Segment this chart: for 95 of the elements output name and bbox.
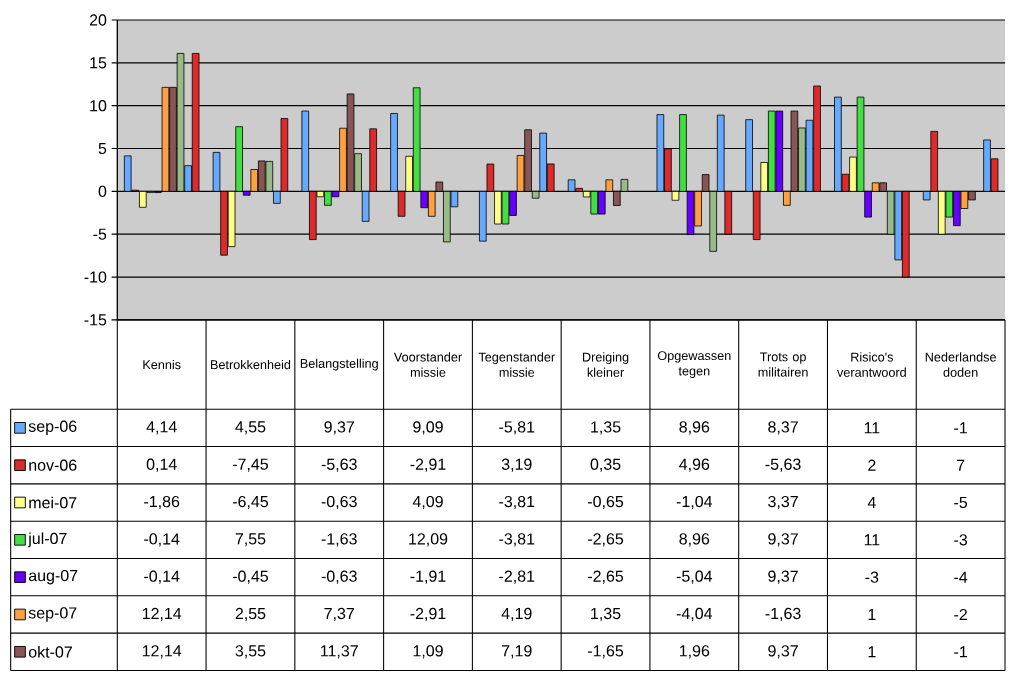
x-tick-label: Dreiging kleiner	[583, 352, 629, 377]
legend-label: mei-07	[29, 496, 77, 509]
legend-label: sep-06	[28, 420, 77, 436]
legend-label: nov-06	[29, 459, 77, 471]
x-tick-label: Betrokkenheid	[211, 360, 291, 370]
data-label: 12,14	[142, 645, 182, 659]
data-label: -3,81	[499, 533, 535, 547]
legend-label: sep-07	[28, 607, 77, 622]
data-label: -2,81	[499, 570, 535, 584]
data-label: -0,45	[232, 570, 268, 584]
x-tick-label: Trots op militairen	[758, 352, 808, 377]
data-label: -5,04	[676, 570, 713, 584]
x-tick-label: Nederlandse doden	[925, 352, 996, 377]
data-label: 4,09	[412, 496, 443, 510]
data-label: 1,35	[591, 421, 621, 435]
data-label: -4,04	[676, 607, 713, 622]
data-label: -6,45	[232, 496, 268, 510]
legend-label: jul-07	[27, 532, 67, 548]
y-tick-label: 15	[90, 57, 107, 69]
data-label: 1,09	[413, 645, 443, 659]
data-label: 4,19	[501, 607, 532, 622]
data-label: 4,14	[146, 421, 177, 435]
data-label: -4	[954, 571, 968, 583]
data-label: 8,96	[679, 533, 710, 547]
data-label: 12,14	[142, 607, 182, 622]
data-label: -1	[954, 646, 967, 658]
data-label: -2,91	[410, 607, 446, 622]
data-label: -2,65	[588, 570, 624, 584]
data-label: -2,91	[410, 458, 446, 472]
y-tick-label: -10	[84, 271, 107, 283]
data-label: -0,14	[144, 570, 180, 584]
data-label: -0,63	[321, 496, 357, 510]
data-label: 7	[956, 459, 965, 471]
data-label: 4,55	[235, 421, 266, 435]
data-label: 4	[867, 497, 876, 509]
data-label: 1,96	[679, 645, 710, 659]
x-tick-label: Kennis	[143, 360, 181, 370]
data-label: 11	[864, 534, 880, 546]
data-label: 0,35	[590, 458, 621, 472]
data-label: 7,37	[324, 607, 354, 622]
y-tick-label: 5	[98, 143, 107, 155]
y-tick-label: 20	[89, 14, 107, 26]
data-label: 8,37	[768, 421, 798, 435]
data-label: -2	[954, 609, 967, 621]
data-label: -3,81	[499, 496, 535, 510]
data-label: -5	[954, 497, 968, 509]
data-label: -0,65	[588, 496, 624, 510]
y-tick-label: 10	[90, 100, 107, 112]
data-label: 0,14	[146, 458, 177, 472]
y-tick-label: 0	[98, 185, 107, 198]
data-label: -5,63	[321, 458, 357, 472]
legend-label: okt-07	[28, 646, 72, 658]
data-label: -1,63	[765, 607, 801, 622]
data-label: 9,37	[768, 570, 798, 584]
data-label: -5,63	[765, 458, 801, 472]
data-label: -5,81	[499, 421, 535, 435]
data-label: -1,04	[676, 496, 713, 510]
x-tick-label: Belangstelling	[300, 358, 378, 371]
y-tick-label: -5	[93, 228, 107, 240]
x-tick-label: Tegenstander missie	[478, 352, 555, 377]
data-label: 1,35	[591, 607, 621, 622]
data-label: 9,37	[324, 421, 354, 435]
data-label: 7,19	[502, 645, 532, 659]
x-tick-label: Risico's verantwoord	[837, 352, 906, 377]
data-label: 12,09	[409, 533, 448, 547]
data-label: -0,63	[321, 570, 357, 584]
data-label: 2,55	[235, 607, 266, 622]
data-label: -1,63	[321, 533, 357, 547]
data-label: 2	[868, 459, 876, 471]
data-label: -7,45	[232, 458, 268, 472]
data-label: 3,37	[768, 496, 798, 510]
legend-label: aug-07	[28, 570, 78, 585]
data-label: 3,55	[235, 645, 266, 659]
data-label: -1,65	[588, 645, 624, 659]
data-label: 3,19	[501, 458, 532, 472]
data-label: -1,91	[410, 570, 446, 584]
data-label: -2,65	[588, 533, 624, 547]
data-label: -3	[865, 571, 879, 583]
data-label: -3	[954, 534, 968, 546]
data-label: 11	[864, 422, 880, 434]
data-label: -1	[954, 422, 967, 434]
data-label: 1	[868, 609, 876, 621]
data-label: 9,09	[413, 421, 443, 435]
data-label: 9,37	[768, 645, 798, 659]
x-tick-label: Voorstander missie	[393, 352, 462, 377]
data-label: 4,96	[679, 458, 710, 472]
data-label: -1,86	[144, 496, 180, 510]
x-tick-label: Opgewassen tegen	[657, 351, 731, 379]
data-label: 9,37	[768, 533, 798, 547]
data-label: 8,96	[679, 421, 710, 435]
data-label: -0,14	[144, 533, 180, 547]
data-label: 1	[868, 646, 876, 658]
y-tick-label: -15	[84, 314, 107, 326]
data-label: 7,55	[235, 533, 266, 547]
data-label: 11,37	[321, 645, 358, 659]
